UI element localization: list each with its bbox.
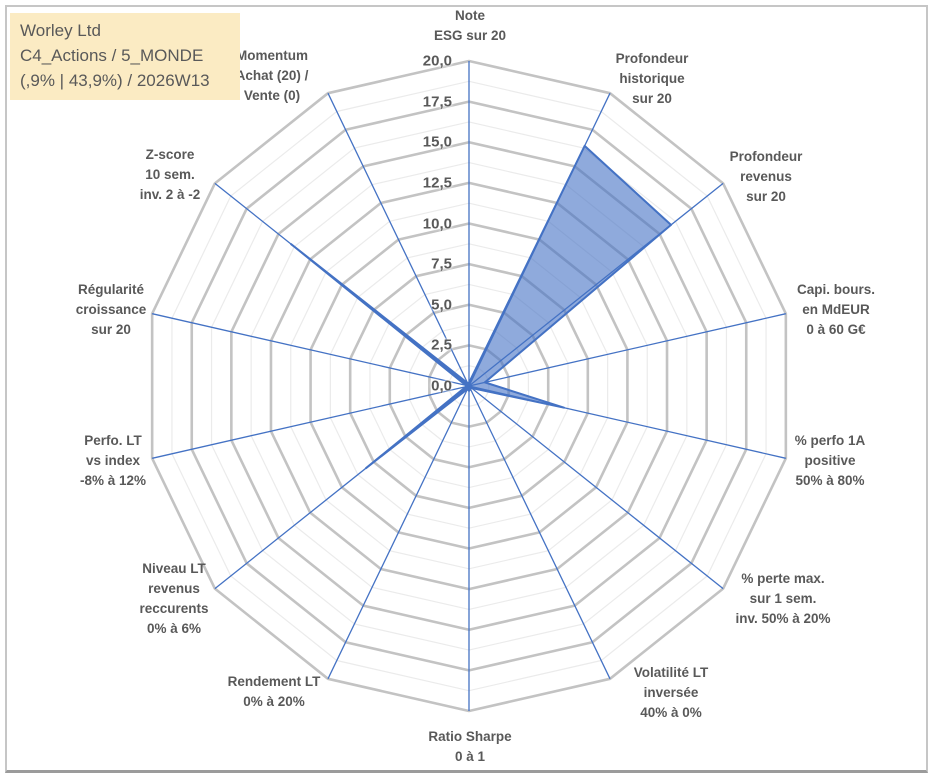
axis-label-1: Profondeur historique sur 20 [615, 51, 689, 106]
axis-label-8: Rendement LT 0% à 20% [227, 674, 321, 709]
radial-tick-label: 20,0 [422, 52, 452, 70]
axis-spoke [214, 385, 470, 590]
radial-tick-label: 5,0 [431, 296, 452, 314]
axis-spoke [468, 313, 786, 387]
axis-label-10: Perfo. LT vs index -8% à 12% [79, 433, 147, 488]
axis-spoke [152, 385, 470, 459]
axis-label-9: Niveau LT revenus reccurents 0% à 6% [139, 561, 209, 636]
axis-spoke [327, 92, 470, 387]
axis-label-0: Note ESG sur 20 [433, 8, 507, 43]
axis-label-2: Profondeur revenus sur 20 [729, 149, 803, 204]
title-line-company: Worley Ltd [20, 21, 101, 40]
axis-label-5: % perte max. sur 1 sem. inv. 50% à 20% [735, 571, 831, 626]
radial-tick-label: 7,5 [431, 255, 452, 273]
radial-tick-label: 12,5 [422, 174, 452, 192]
radial-tick-label: 2,5 [431, 336, 452, 354]
axis-spoke [327, 385, 470, 680]
axis-spoke [214, 182, 470, 387]
radial-tick-label: 0,0 [431, 377, 452, 395]
axis-spoke [468, 385, 724, 590]
title-line-category: C4_Actions / 5_MONDE [20, 46, 204, 65]
axis-label-11: Régularité croissance sur 20 [75, 282, 147, 337]
axis-label-4: % perfo 1A positive 50% à 80% [794, 433, 866, 488]
axis-label-3: Capi. bours. en MdEUR 0 à 60 G€ [796, 282, 876, 337]
axis-spoke [468, 182, 724, 387]
axis-label-12: Z-score 10 sem. inv. 2 à -2 [139, 147, 201, 202]
radial-tick-label: 15,0 [422, 133, 452, 151]
axis-spoke [152, 313, 470, 387]
radial-tick-label: 10,0 [422, 215, 452, 232]
radial-tick-label: 17,5 [422, 93, 452, 111]
axis-spoke [468, 385, 786, 459]
axis-label-13: Momentum Achat (20) / Vente (0) [235, 48, 309, 103]
axis-spoke [468, 385, 611, 680]
axis-label-6: Volatilité LT inversée 40% à 0% [633, 665, 709, 720]
axis-label-7: Ratio Sharpe 0 à 1 [428, 729, 512, 764]
axis-spoke [468, 92, 611, 387]
title-line-stats: (,9% | 43,9%) / 2026W13 [20, 71, 210, 90]
chart-title-box: Worley Ltd C4_Actions / 5_MONDE (,9% | 4… [10, 13, 240, 100]
